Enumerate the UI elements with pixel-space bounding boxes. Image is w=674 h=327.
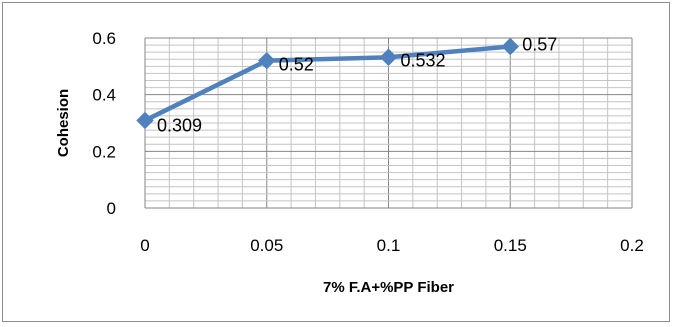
series-layer bbox=[136, 37, 519, 130]
data-label: 0.52 bbox=[279, 55, 314, 75]
x-axis-title: 7% F.A+%PP Fiber bbox=[323, 279, 454, 296]
data-labels: 0.309 0.52 0.532 0.57 bbox=[157, 35, 557, 136]
data-point-marker bbox=[258, 51, 276, 70]
data-point-marker bbox=[379, 48, 398, 66]
series-line bbox=[144, 44, 511, 123]
y-axis-title: Cohesion bbox=[55, 89, 72, 157]
y-tick-label: 0.2 bbox=[92, 142, 116, 161]
data-point-marker bbox=[501, 37, 519, 56]
x-tick-label: 0.1 bbox=[377, 236, 401, 255]
data-point-marker bbox=[136, 111, 154, 130]
x-tick-label: 0 bbox=[140, 236, 149, 255]
y-tick-label: 0 bbox=[107, 199, 116, 218]
data-label: 0.57 bbox=[522, 35, 557, 55]
y-tick-label: 0.4 bbox=[92, 86, 116, 105]
data-label: 0.309 bbox=[157, 115, 202, 135]
tick-labels: 0 0.05 0.1 0.15 0.2 0 0.2 0.4 0.6 bbox=[92, 29, 643, 255]
x-tick-label: 0.05 bbox=[250, 236, 283, 255]
data-label: 0.532 bbox=[401, 50, 446, 70]
x-tick-label: 0.15 bbox=[494, 236, 527, 255]
y-tick-label: 0.6 bbox=[92, 29, 116, 48]
x-tick-label: 0.2 bbox=[620, 236, 644, 255]
